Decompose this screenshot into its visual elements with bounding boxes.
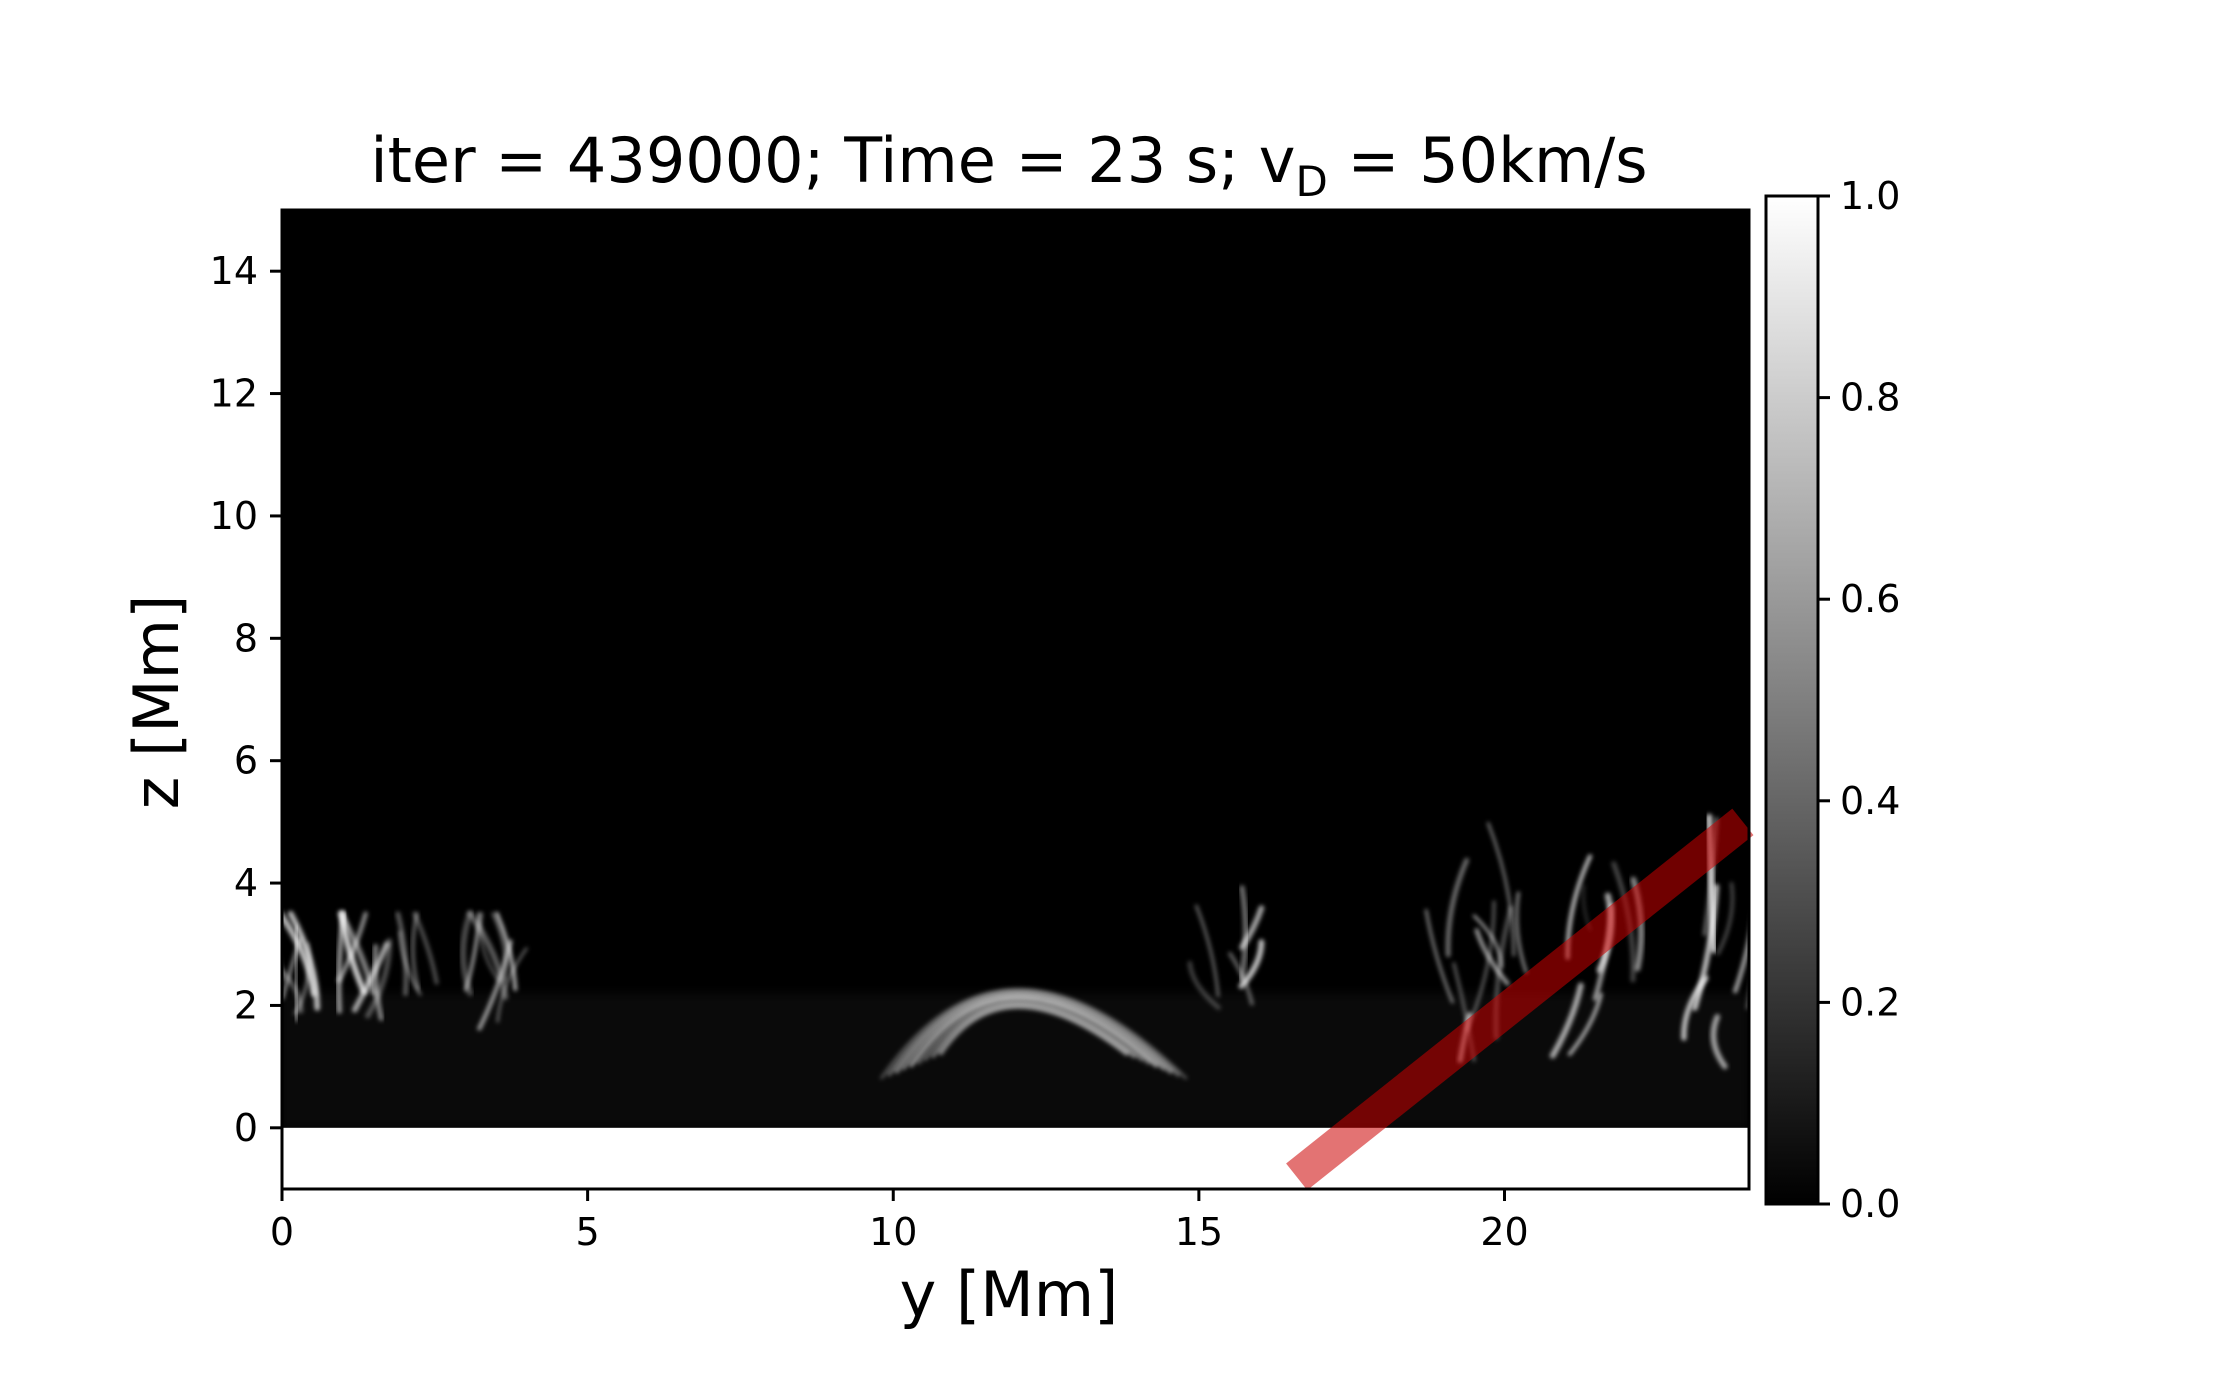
colorbar: 0.0 0.2 0.4 0.6 0.8 1.0 (1764, 174, 1900, 1226)
x-axis-ticks: 0 5 10 15 20 (270, 1189, 1529, 1254)
colorbar-gradient (1764, 194, 1820, 1206)
colorbar-tick-label: 0.0 (1840, 1182, 1900, 1226)
y-tick-label: 6 (234, 739, 258, 783)
x-tick-label: 15 (1175, 1210, 1223, 1254)
y-tick-label: 10 (210, 494, 258, 538)
emission-streak (467, 910, 509, 1000)
emission-streak (1716, 882, 1735, 956)
colorbar-tick-label: 0.6 (1840, 577, 1900, 621)
emission-streak (1445, 857, 1470, 958)
emission-streak (460, 910, 473, 996)
y-tick-label: 8 (234, 616, 258, 660)
x-tick-label: 10 (869, 1210, 917, 1254)
below-surface-region (282, 1127, 1749, 1189)
slit-band (1286, 808, 1754, 1191)
y-tick-label: 2 (234, 983, 258, 1027)
emission-streak (336, 911, 368, 983)
emission-streak (491, 912, 508, 982)
x-tick-label: 20 (1480, 1210, 1528, 1254)
colorbar-tick-label: 0.8 (1840, 376, 1900, 420)
emission-streak (412, 911, 439, 985)
emission-streak (1486, 822, 1515, 957)
y-tick-label: 14 (210, 249, 258, 293)
emission-streak (1239, 905, 1265, 951)
x-axis-label: y [Mm] (900, 1258, 1119, 1331)
emission-streak (411, 912, 420, 991)
colorbar-tick-label: 0.4 (1840, 779, 1900, 823)
title-prefix: iter = 439000; Time = 23 s; v (370, 124, 1295, 197)
slit-overlay (1286, 808, 1754, 1191)
feature-left-loops (259, 910, 528, 1031)
y-tick-label: 0 (234, 1106, 258, 1150)
emission-streak (338, 910, 367, 995)
plot-frame (280, 208, 1751, 1191)
y-axis-label: z [Mm] (120, 595, 193, 810)
colorbar-tick-label: 1.0 (1840, 174, 1900, 218)
emission-streak (495, 911, 518, 992)
y-tick-label: 12 (210, 372, 258, 416)
emission-streak (1194, 904, 1220, 998)
plot-area: F1 0 5 10 15 20 0 2 4 6 8 10 12 14 (210, 208, 1769, 1254)
emission-streak (277, 910, 317, 997)
emission-streak (395, 911, 409, 997)
emission-streak (1424, 909, 1454, 1004)
emission-streak (1515, 891, 1528, 974)
emission-streak (479, 912, 500, 982)
y-axis-ticks: 0 2 4 6 8 10 12 14 (210, 249, 282, 1150)
colorbar-ticks: 0.0 0.2 0.4 0.6 0.8 1.0 (1818, 174, 1900, 1226)
emission-streak (1472, 914, 1503, 969)
emission-streak (1239, 885, 1249, 982)
title-subscript: D (1296, 157, 1328, 206)
x-tick-label: 0 (270, 1210, 294, 1254)
colorbar-tick-label: 0.2 (1840, 980, 1900, 1024)
title-suffix: = 50km/s (1328, 124, 1648, 197)
annotation-f1: F1 (1289, 393, 1366, 458)
y-tick-label: 4 (234, 861, 258, 905)
x-tick-label: 5 (576, 1210, 600, 1254)
chart-title: iter = 439000; Time = 23 s; vD = 50km/s (370, 124, 1647, 206)
